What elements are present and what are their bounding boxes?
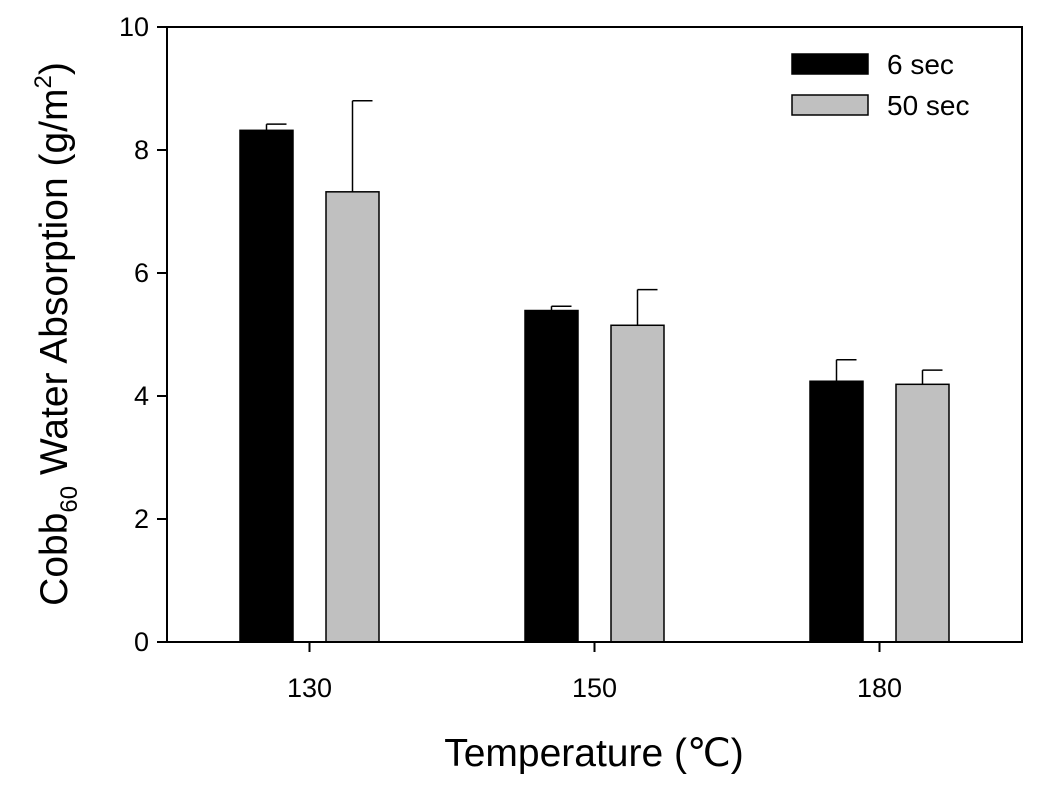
y-axis-title-main: Water Absorption (g/m	[33, 89, 76, 486]
x-tick-label: 130	[287, 673, 332, 703]
legend-label-50-sec: 50 sec	[887, 90, 970, 121]
bar-6-sec-180	[809, 380, 864, 643]
y-tick-label: 6	[134, 258, 149, 288]
bar-6-sec-130	[239, 129, 294, 643]
x-axis-title: Temperature (℃)	[444, 732, 744, 775]
y-tick-label: 2	[134, 504, 149, 534]
y-axis-title: Cobb60 Water Absorption (g/m2)	[30, 62, 83, 606]
bar-50-sec-130	[325, 191, 380, 643]
y-axis: 0 2 4 6 8 10	[119, 12, 167, 657]
legend-label-6-sec: 6 sec	[887, 49, 954, 80]
y-tick-label: 4	[134, 381, 149, 411]
y-tick-label: 10	[119, 12, 149, 42]
x-axis: 130 150 180	[287, 642, 902, 703]
y-axis-title-superscript: 2	[30, 75, 57, 88]
bar-50-sec-180	[895, 383, 950, 643]
bar-50-sec-150	[610, 324, 665, 643]
x-tick-label: 150	[572, 673, 617, 703]
legend: 6 sec 50 sec	[791, 49, 970, 121]
y-tick-label: 0	[134, 627, 149, 657]
legend-swatch-50-sec	[791, 94, 869, 116]
x-tick-label: 180	[857, 673, 902, 703]
y-axis-title-subscript: 60	[56, 486, 83, 513]
y-tick-label: 8	[134, 135, 149, 165]
y-axis-title-suffix: )	[33, 62, 76, 75]
legend-swatch-6-sec	[791, 53, 869, 75]
error-bars-layer	[265, 100, 943, 385]
y-axis-title-prefix: Cobb	[33, 513, 76, 606]
bars-layer	[239, 129, 950, 643]
bar-6-sec-150	[524, 309, 579, 643]
